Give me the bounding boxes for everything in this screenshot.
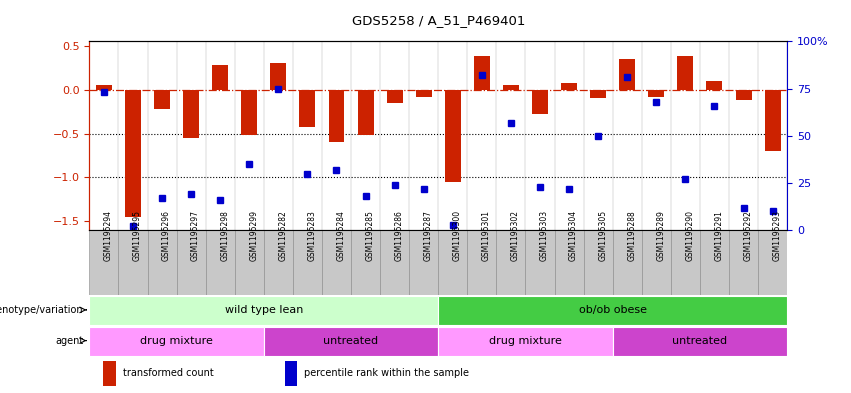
Text: GSM1195285: GSM1195285: [366, 210, 374, 261]
Bar: [125, 90, 141, 217]
Bar: [591, 90, 606, 98]
Bar: [467, 230, 496, 295]
Bar: [758, 230, 787, 295]
Bar: [242, 90, 257, 135]
Text: wild type lean: wild type lean: [225, 305, 303, 315]
Bar: [264, 230, 293, 295]
Bar: [271, 63, 286, 90]
Text: drug mixture: drug mixture: [140, 336, 213, 345]
Bar: [729, 230, 758, 295]
Text: GSM1195305: GSM1195305: [598, 210, 607, 261]
Bar: [561, 83, 577, 90]
Bar: [706, 81, 722, 90]
Text: GSM1195284: GSM1195284: [336, 210, 346, 261]
Bar: [438, 296, 787, 325]
Bar: [89, 230, 118, 295]
Bar: [351, 230, 380, 295]
Text: GDS5258 / A_51_P469401: GDS5258 / A_51_P469401: [351, 14, 525, 27]
Text: GSM1195297: GSM1195297: [191, 210, 200, 261]
Text: GSM1195287: GSM1195287: [424, 210, 432, 261]
Bar: [671, 230, 700, 295]
Text: drug mixture: drug mixture: [489, 336, 562, 345]
Text: GSM1195282: GSM1195282: [278, 210, 288, 261]
Text: percentile rank within the sample: percentile rank within the sample: [305, 368, 469, 378]
Bar: [416, 90, 431, 97]
Text: untreated: untreated: [323, 336, 379, 345]
Bar: [438, 230, 467, 295]
Bar: [154, 90, 170, 109]
Bar: [409, 230, 438, 295]
Text: GSM1195295: GSM1195295: [133, 210, 142, 261]
Text: GSM1195300: GSM1195300: [453, 210, 462, 261]
Bar: [496, 230, 525, 295]
Text: GSM1195299: GSM1195299: [249, 210, 258, 261]
Text: GSM1195289: GSM1195289: [656, 210, 665, 261]
Text: GSM1195304: GSM1195304: [569, 210, 578, 261]
Bar: [328, 90, 345, 142]
Bar: [386, 90, 403, 103]
Text: GSM1195290: GSM1195290: [685, 210, 694, 261]
Text: genotype/variation: genotype/variation: [0, 305, 83, 315]
Text: GSM1195286: GSM1195286: [395, 210, 403, 261]
Bar: [613, 327, 787, 356]
Bar: [285, 362, 297, 386]
Text: GSM1195288: GSM1195288: [627, 210, 637, 261]
Bar: [620, 59, 635, 90]
Text: agent: agent: [55, 336, 83, 345]
Bar: [445, 90, 460, 182]
Text: GSM1195302: GSM1195302: [511, 210, 520, 261]
Bar: [96, 85, 111, 90]
Text: GSM1195292: GSM1195292: [744, 210, 752, 261]
Bar: [584, 230, 613, 295]
Bar: [503, 85, 519, 90]
Bar: [103, 362, 116, 386]
Bar: [613, 230, 642, 295]
Bar: [264, 327, 438, 356]
Bar: [212, 65, 228, 90]
Bar: [89, 296, 438, 325]
Text: GSM1195303: GSM1195303: [540, 210, 549, 261]
Bar: [438, 327, 613, 356]
Bar: [532, 90, 548, 114]
Bar: [235, 230, 264, 295]
Bar: [765, 90, 780, 151]
Bar: [118, 230, 147, 295]
Bar: [293, 230, 322, 295]
Text: GSM1195291: GSM1195291: [715, 210, 723, 261]
Bar: [735, 90, 751, 100]
Bar: [380, 230, 409, 295]
Bar: [89, 327, 264, 356]
Bar: [677, 56, 694, 90]
Bar: [176, 230, 206, 295]
Bar: [206, 230, 235, 295]
Text: GSM1195296: GSM1195296: [162, 210, 171, 261]
Text: GSM1195283: GSM1195283: [307, 210, 317, 261]
Text: untreated: untreated: [672, 336, 728, 345]
Bar: [183, 90, 199, 138]
Text: ob/ob obese: ob/ob obese: [579, 305, 647, 315]
Text: transformed count: transformed count: [123, 368, 214, 378]
Bar: [642, 230, 671, 295]
Bar: [648, 90, 665, 97]
Bar: [555, 230, 584, 295]
Bar: [474, 56, 490, 90]
Bar: [526, 230, 555, 295]
Text: GSM1195294: GSM1195294: [104, 210, 113, 261]
Text: GSM1195301: GSM1195301: [482, 210, 491, 261]
Bar: [147, 230, 176, 295]
Bar: [700, 230, 729, 295]
Bar: [357, 90, 374, 135]
Bar: [300, 90, 316, 127]
Text: GSM1195298: GSM1195298: [220, 210, 229, 261]
Bar: [322, 230, 351, 295]
Text: GSM1195293: GSM1195293: [773, 210, 781, 261]
